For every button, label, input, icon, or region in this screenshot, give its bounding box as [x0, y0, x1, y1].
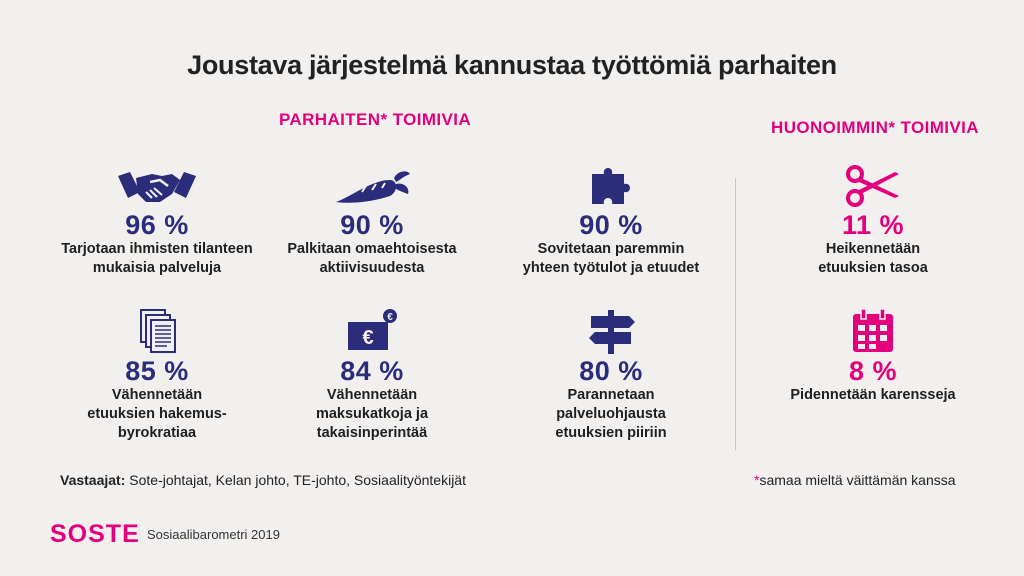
stat-description: Sovitetaan paremmin yhteen työtulot ja e…	[522, 241, 700, 276]
signpost-icon	[496, 308, 726, 354]
footnote: *samaa mieltä väittämän kanssa	[754, 472, 956, 488]
soste-logo: SOSTE	[50, 520, 140, 548]
calendar-icon	[758, 308, 988, 354]
stat-tailored-services: 96 % Tarjotaan ihmisten tilanteen mukais…	[42, 162, 272, 278]
worst-section-heading: HUONOIMMIN* TOIMIVIA	[771, 118, 979, 137]
stat-cut-benefits: 11 % Heikennetään etuuksien tasoa	[758, 162, 988, 278]
stat-reward-activity: 90 % Palkitaan omaehtoisesta aktiivisuud…	[257, 162, 487, 278]
stat-percentage: 80 %	[579, 356, 643, 386]
stat-description: Heikennetään etuuksien tasoa	[818, 241, 928, 276]
scissors-icon	[758, 162, 988, 208]
handshake-icon	[42, 162, 272, 208]
page-title: Joustava järjestelmä kannustaa työttömiä…	[187, 50, 837, 80]
puzzle-icon	[496, 162, 726, 208]
stat-percentage: 90 %	[579, 210, 643, 240]
stat-description: Palkitaan omaehtoisesta aktiivisuudesta	[287, 241, 457, 276]
stat-reduce-bureaucracy: 85 % Vähennetään etuuksien hakemus- byro…	[42, 308, 272, 443]
stat-description: Parannetaan palveluohjausta etuuksien pi…	[555, 387, 667, 441]
stat-percentage: 90 %	[340, 210, 404, 240]
footnote-star: *	[754, 472, 760, 488]
stat-extend-waiting-periods: 8 % Pidennetään karensseja	[758, 308, 988, 405]
stat-description: Vähennetään maksukatkoja ja takaisinperi…	[315, 387, 429, 441]
stat-improve-guidance: 80 % Parannetaan palveluohjausta etuuksi…	[496, 308, 726, 443]
stat-description: Pidennetään karensseja	[790, 387, 956, 403]
stat-percentage: 11 %	[841, 210, 905, 240]
svg-text:€: €	[387, 312, 393, 323]
best-section-heading: PARHAITEN* TOIMIVIA	[278, 110, 472, 129]
footnote-text: samaa mieltä väittämän kanssa	[759, 472, 956, 488]
stat-match-income-benefits: 90 % Sovitetaan paremmin yhteen työtulot…	[496, 162, 726, 278]
documents-icon	[42, 308, 272, 354]
stat-percentage: 8 %	[848, 356, 898, 386]
section-divider	[735, 178, 736, 450]
carrot-icon	[257, 162, 487, 208]
stat-percentage: 96 %	[125, 210, 189, 240]
stat-percentage: 84 %	[340, 356, 404, 386]
respondents-text: Sote-johtajat, Kelan johto, TE-johto, So…	[125, 472, 466, 488]
euro-money-icon: € €	[257, 308, 487, 354]
respondents-note: Vastaajat: Sote-johtajat, Kelan johto, T…	[60, 472, 466, 488]
svg-text:€: €	[362, 327, 373, 349]
stat-description: Vähennetään etuuksien hakemus- byrokrati…	[87, 387, 227, 441]
respondents-label: Vastaajat:	[60, 472, 126, 488]
stat-reduce-payment-gaps: € € 84 % Vähennetään maksukatkoja ja tak…	[257, 308, 487, 443]
stat-percentage: 85 %	[125, 356, 189, 386]
source-label: Sosiaalibarometri 2019	[147, 527, 280, 542]
stat-description: Tarjotaan ihmisten tilanteen mukaisia pa…	[61, 241, 253, 276]
